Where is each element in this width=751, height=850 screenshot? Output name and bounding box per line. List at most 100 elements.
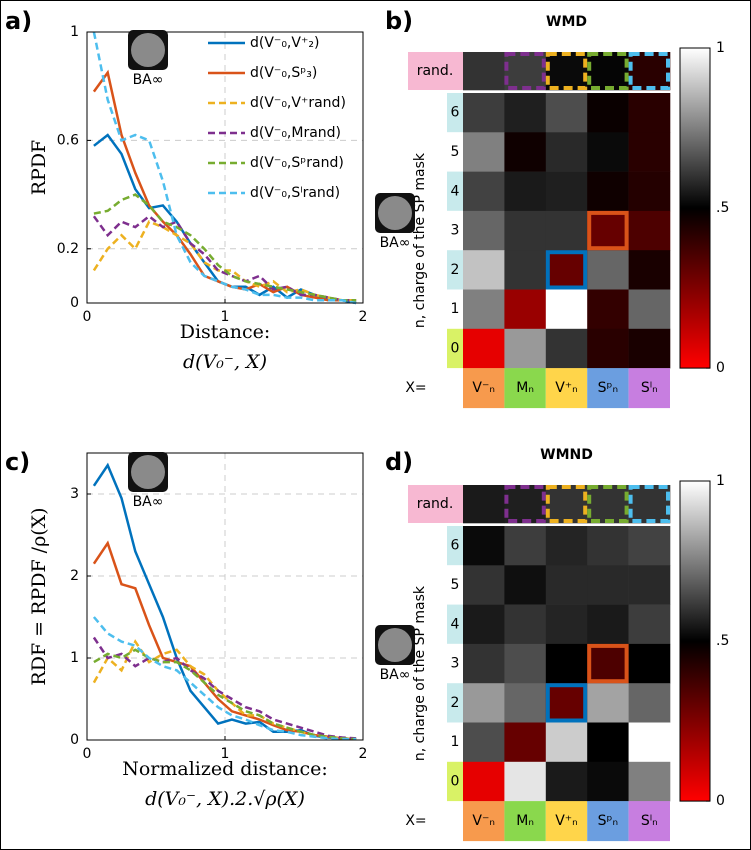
panel-label: a) (5, 7, 32, 35)
column-label-bg (463, 368, 505, 409)
y-tick-label: 0 (70, 732, 79, 748)
column-label: V⁺ₙ (555, 813, 578, 829)
heatmap-cell (463, 761, 505, 802)
heatmap-cell (463, 250, 505, 290)
row-label: 1 (451, 301, 460, 317)
heatmap-cell (587, 289, 629, 330)
row-label: 6 (451, 105, 460, 121)
heatmap-cell (463, 643, 505, 684)
colorbar-tick-label: .5 (716, 633, 729, 649)
heatmap-cell (463, 683, 505, 723)
heatmap-cell (545, 485, 588, 524)
legend-label: d(V⁻₀,V⁺rand) (250, 95, 346, 111)
inset-disc (378, 628, 412, 662)
highlight-box (545, 52, 588, 90)
column-label: V⁻ₙ (472, 380, 495, 396)
series-line (93, 648, 357, 741)
heatmap-cell (545, 761, 588, 802)
heatmap-cell (628, 250, 671, 290)
x-axis-label: X= (405, 380, 426, 396)
x-tick-label: 0 (83, 309, 92, 325)
heatmap-cell (463, 526, 505, 566)
chart-title: WMD (546, 14, 587, 30)
inset-disc (131, 455, 165, 489)
heatmap-cell (545, 171, 588, 212)
series-line (93, 193, 357, 302)
panel-label: b) (385, 7, 413, 35)
colorbar-tick-label: 0 (716, 793, 725, 809)
heatmap-cell (504, 722, 547, 763)
heatmap-cell (504, 289, 547, 330)
inset-disc (378, 196, 412, 230)
x-tick-label: 2 (359, 746, 368, 762)
heatmap-cell (545, 132, 588, 172)
highlight-box (587, 643, 629, 684)
heatmap-cell (545, 52, 588, 91)
legend-label: d(V⁻₀,Mrand) (250, 125, 341, 141)
row-label-bg (408, 52, 463, 90)
heatmap-cell (463, 485, 505, 524)
y-tick-label: 3 (70, 486, 79, 502)
x-axis-label: d(V₀⁻, X) (183, 351, 267, 373)
y-axis-label: RDF = RPDF /ρ(X) (28, 507, 50, 685)
row-label: 5 (451, 577, 460, 593)
heatmap-cell (545, 683, 588, 723)
row-label-bg (447, 132, 463, 172)
heatmap-cell (628, 289, 671, 330)
column-label-bg (628, 801, 670, 842)
column-label-bg (587, 368, 629, 409)
heatmap-cell (504, 328, 547, 369)
heatmap-cell (628, 328, 671, 369)
heatmap-cell (545, 526, 588, 566)
row-label-bg (447, 722, 463, 762)
series-line (92, 31, 357, 305)
heatmap-cell (504, 485, 547, 524)
highlight-box (587, 485, 629, 523)
highlight-box (545, 250, 588, 290)
heatmap-cell (628, 171, 671, 212)
heatmap-cell (463, 328, 505, 369)
heatmap-cell (628, 761, 671, 802)
colorbar-tick-label: 1 (716, 40, 725, 56)
heatmap-cell (504, 93, 547, 133)
row-label-bg (447, 210, 463, 251)
heatmap-cell (587, 132, 629, 172)
heatmap-cell (587, 722, 629, 763)
column-label: V⁺ₙ (555, 380, 578, 396)
row-label-bg (447, 565, 463, 605)
heatmap-cell (545, 328, 588, 369)
highlight-box (587, 210, 629, 251)
row-label: 1 (451, 734, 460, 750)
heatmap-cell (587, 328, 629, 369)
column-label: Mₙ (516, 380, 534, 396)
heatmap-cell (628, 643, 671, 684)
row-label-bg (447, 93, 463, 133)
colorbar-tick-label: 1 (716, 473, 725, 489)
x-tick-label: 1 (221, 309, 230, 325)
heatmap-cell (504, 132, 547, 172)
heatmap-cell (587, 643, 629, 684)
row-label-bg (447, 526, 463, 566)
axes-frame (86, 452, 364, 741)
x-axis-label: Distance: (180, 321, 271, 343)
heatmap-cell (504, 52, 547, 91)
row-label: 6 (451, 538, 460, 554)
heatmap-cell (463, 132, 505, 172)
heatmap-cell (587, 604, 629, 645)
column-label: Sᵖₙ (598, 813, 618, 829)
heatmap-cell (463, 604, 505, 645)
row-label-bg (447, 604, 463, 644)
heatmap-cell (504, 526, 547, 566)
heatmap-cell (545, 210, 588, 251)
legend-label: d(V⁻₀,Sᵖ₃) (250, 65, 317, 81)
heatmap-cell (504, 683, 547, 723)
heatmap-cell (587, 250, 629, 290)
heatmap-cell (463, 210, 505, 251)
heatmap-cell (628, 485, 671, 524)
heatmap-cell (628, 604, 671, 645)
y-tick-label: 0.2 (57, 241, 79, 257)
legend-label: d(V⁻₀,Sᵖrand) (250, 155, 344, 171)
row-label-bg (408, 485, 463, 523)
heatmap-cell (504, 604, 547, 645)
heatmap-cell (587, 761, 629, 802)
